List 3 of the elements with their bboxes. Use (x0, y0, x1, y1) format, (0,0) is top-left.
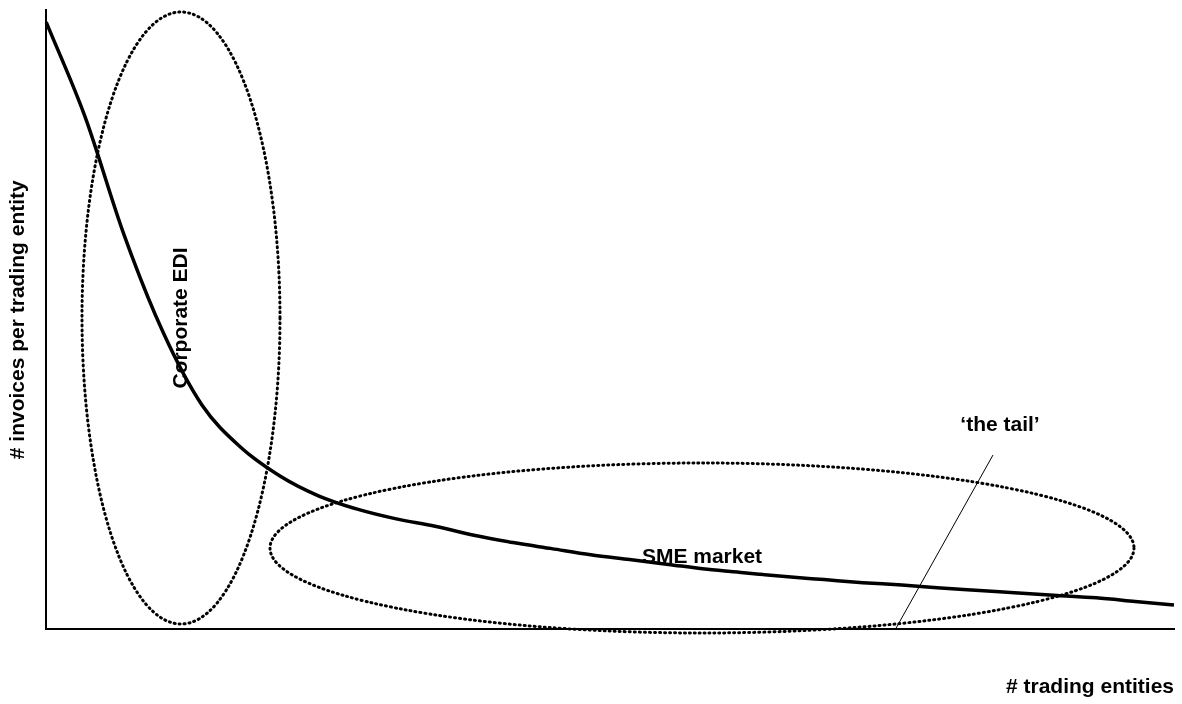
annotation: ‘the tail’ (960, 411, 1040, 435)
x-axis-title: # trading entities (1005, 674, 1174, 698)
y-axis-title: # invoices per trading entity (5, 179, 29, 460)
